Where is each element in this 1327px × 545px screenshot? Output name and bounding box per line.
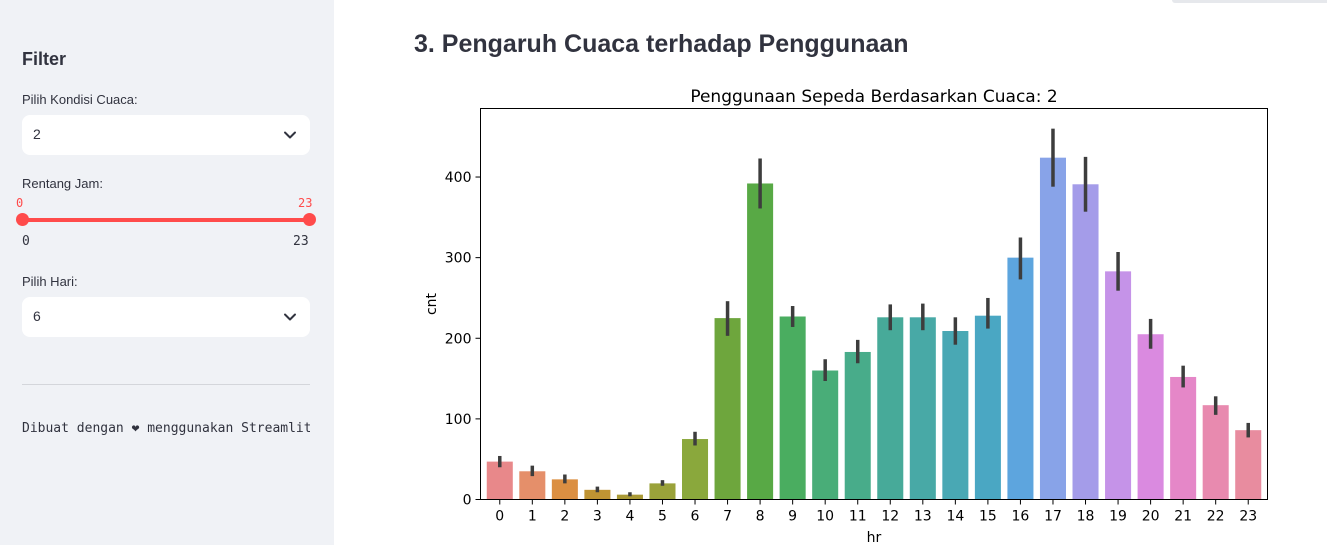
- hour-range-label: Rentang Jam:: [22, 176, 103, 191]
- bar-hour-16: [1007, 257, 1034, 500]
- bar-hour-15: [974, 315, 1001, 500]
- weather-select[interactable]: 2: [22, 115, 310, 155]
- sidebar-title: Filter: [22, 49, 67, 69]
- toolbar-edge: [1172, 0, 1327, 3]
- day-select-value: 6: [33, 308, 41, 324]
- page-title: 3. Pengaruh Cuaca terhadap Penggunaan: [414, 30, 909, 58]
- weather-select-label: Pilih Kondisi Cuaca:: [22, 92, 138, 107]
- x-tick-label: 1: [528, 509, 537, 525]
- hour-range-low-value: 0: [16, 196, 24, 210]
- x-tick-label: 10: [816, 509, 834, 525]
- bar-hour-14: [942, 331, 969, 500]
- x-tick-label: 11: [849, 509, 867, 525]
- sidebar: Filter Pilih Kondisi Cuaca: 2 Rentang Ja…: [0, 0, 334, 545]
- bar-hour-7: [714, 318, 741, 500]
- x-tick-label: 17: [1044, 509, 1062, 525]
- hour-range-high-value: 23: [298, 196, 313, 210]
- x-tick-label: 2: [560, 509, 569, 525]
- x-tick-label: 5: [658, 509, 667, 525]
- x-tick-label: 3: [593, 509, 602, 525]
- bar-hour-2: [551, 479, 578, 500]
- y-tick-label: 0: [463, 493, 472, 509]
- y-tick-label: 100: [445, 412, 472, 428]
- hour-range-low-thumb[interactable]: [16, 213, 29, 226]
- bar-hour-13: [909, 317, 936, 500]
- x-tick-label: 21: [1174, 509, 1192, 525]
- bar-hour-23: [1235, 430, 1262, 500]
- bar-hour-18: [1072, 184, 1099, 500]
- hour-range-high-thumb[interactable]: [303, 213, 316, 226]
- x-tick-label: 14: [946, 509, 964, 525]
- hour-range-max-label: 23: [293, 234, 309, 249]
- bar-hour-3: [584, 489, 611, 500]
- x-tick-label: 7: [723, 509, 732, 525]
- bar-hour-9: [779, 316, 806, 500]
- x-tick-label: 18: [1077, 509, 1095, 525]
- x-tick-label: 13: [914, 509, 932, 525]
- bar-hour-4: [616, 494, 643, 500]
- footer-note: Dibuat dengan ❤ menggunakan Streamlit: [22, 421, 310, 436]
- hour-range-track[interactable]: [22, 218, 310, 222]
- x-tick-label: 8: [756, 509, 765, 525]
- bar-hour-5: [649, 483, 676, 500]
- bar-hour-12: [877, 317, 904, 500]
- y-tick-label: 400: [445, 170, 472, 186]
- x-tick-label: 22: [1207, 509, 1225, 525]
- bar-hour-22: [1202, 405, 1229, 500]
- x-tick-label: 6: [691, 509, 700, 525]
- plot-frame: [480, 108, 1268, 500]
- bar-hour-10: [812, 370, 839, 500]
- day-select-label: Pilih Hari:: [22, 274, 78, 289]
- sidebar-divider: [22, 384, 310, 385]
- bar-hour-8: [747, 183, 774, 500]
- x-tick-label: 0: [495, 509, 504, 525]
- x-tick-label: 23: [1239, 509, 1257, 525]
- day-select[interactable]: 6: [22, 297, 310, 337]
- chevron-down-icon: [284, 131, 296, 139]
- chart-title: Penggunaan Sepeda Berdasarkan Cuaca: 2: [690, 87, 1057, 107]
- bar-hour-11: [844, 351, 871, 500]
- x-tick-label: 4: [625, 509, 634, 525]
- x-tick-label: 20: [1142, 509, 1160, 525]
- chevron-down-icon: [284, 313, 296, 321]
- hour-range-min-label: 0: [22, 234, 30, 249]
- bar-chart: Penggunaan Sepeda Berdasarkan Cuaca: 2 0…: [424, 87, 1268, 545]
- x-tick-label: 15: [979, 509, 997, 525]
- y-axis-label: cnt: [424, 292, 440, 315]
- y-tick-label: 200: [445, 331, 472, 347]
- x-tick-label: 19: [1109, 509, 1127, 525]
- bar-hour-17: [1039, 157, 1066, 500]
- bar-hour-21: [1170, 376, 1197, 500]
- bar-hour-6: [682, 439, 709, 500]
- weather-select-value: 2: [33, 126, 41, 142]
- bar-hour-0: [486, 461, 513, 500]
- bar-hour-20: [1137, 334, 1164, 500]
- x-tick-label: 16: [1012, 509, 1030, 525]
- bar-hour-19: [1105, 271, 1132, 500]
- x-tick-label: 12: [881, 509, 899, 525]
- x-tick-label: 9: [788, 509, 797, 525]
- x-axis-label: hr: [867, 530, 882, 545]
- y-tick-label: 300: [445, 251, 472, 267]
